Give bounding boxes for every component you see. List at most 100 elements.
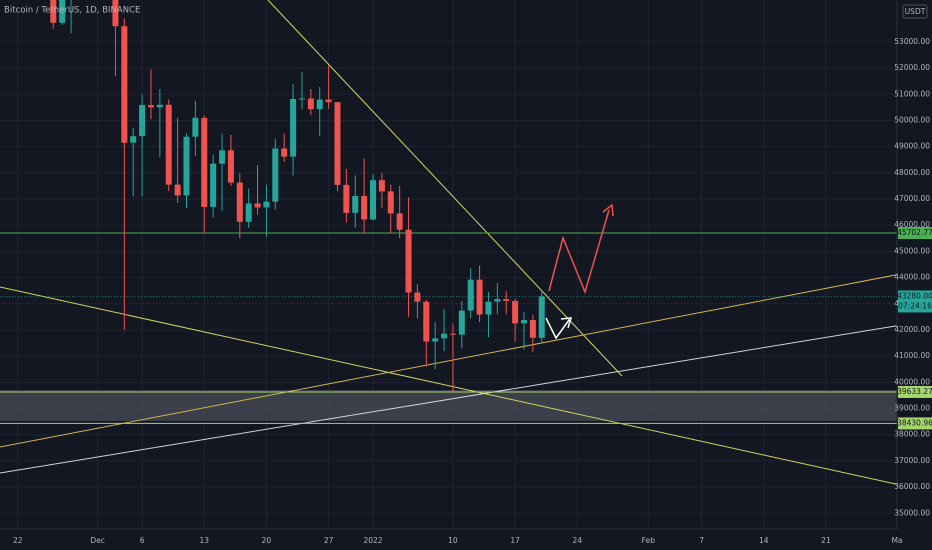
candle-body xyxy=(290,98,297,157)
x-tick-label: 17 xyxy=(510,536,520,545)
candle-body xyxy=(298,98,305,100)
y-tick-label: 49000.00 xyxy=(894,142,930,151)
candle-body xyxy=(423,301,430,342)
y-tick-label: 42000.00 xyxy=(894,325,930,334)
candle-body xyxy=(130,136,137,143)
candle-body xyxy=(325,99,332,103)
projection-arrow xyxy=(545,317,570,340)
candle-body xyxy=(165,104,172,185)
candle-body xyxy=(396,213,403,230)
candle-body xyxy=(529,320,536,338)
candle-body xyxy=(387,191,394,214)
y-tick-label: 50000.00 xyxy=(894,115,930,124)
candle-body xyxy=(405,229,412,293)
candle-body xyxy=(441,333,448,339)
candle-body xyxy=(210,163,217,207)
candle-body xyxy=(254,203,261,208)
y-tick-label: 44000.00 xyxy=(894,273,930,282)
candle-body xyxy=(458,310,465,335)
candle-body xyxy=(432,338,439,342)
candle-body xyxy=(263,201,270,208)
candle-body xyxy=(352,195,359,213)
levels xyxy=(0,232,897,424)
x-tick-label: 14 xyxy=(759,536,769,545)
drawings xyxy=(0,0,897,485)
x-tick-label: 10 xyxy=(448,536,458,545)
x-tick-label: 13 xyxy=(199,536,209,545)
candle-body xyxy=(59,0,66,23)
candle-body xyxy=(112,0,119,27)
candle-body xyxy=(219,150,226,164)
axes: 35000.00 36000.00 37000.00 38000.00 39000.00… xyxy=(13,37,932,545)
candle-body xyxy=(50,0,57,23)
projection-arrow xyxy=(548,209,610,295)
x-tick-label: 27 xyxy=(324,536,334,545)
y-tick-label: 40000.00 xyxy=(894,377,930,386)
candle-body xyxy=(378,180,385,192)
y-tick-label: 41000.00 xyxy=(894,351,930,360)
x-tick-label: 24 xyxy=(573,536,583,545)
countdown: 07:24:16 xyxy=(898,301,932,310)
candle-body xyxy=(476,279,483,315)
arrow-head xyxy=(602,203,614,217)
y-tick-label: 47000.00 xyxy=(894,194,930,203)
candle-body xyxy=(192,117,199,137)
candle-body xyxy=(316,99,323,110)
candle-body xyxy=(414,292,421,302)
price-axis xyxy=(897,0,932,550)
y-tick-label: 48000.00 xyxy=(894,168,930,177)
currency: USDT xyxy=(905,7,926,16)
candle-body xyxy=(485,301,492,315)
candle-body xyxy=(183,136,190,196)
price-label-box xyxy=(898,227,932,240)
x-tick-label: 6 xyxy=(140,536,145,545)
x-tick-label: 21 xyxy=(821,536,831,545)
y-tick-label: 51000.00 xyxy=(894,89,930,98)
candle-body xyxy=(361,195,368,220)
candle-body xyxy=(449,333,456,335)
candle-body xyxy=(503,299,510,301)
candle-body xyxy=(174,184,181,196)
candle-body xyxy=(334,102,341,185)
candle-body xyxy=(520,320,527,324)
y-tick-label: 39000.00 xyxy=(894,404,930,413)
candle-body xyxy=(245,203,252,222)
trend-line xyxy=(267,0,623,377)
candle-body xyxy=(147,105,154,108)
candle-body xyxy=(370,180,377,220)
candle-body xyxy=(121,26,128,143)
price-label-box xyxy=(898,417,932,430)
trend-line xyxy=(0,325,897,474)
candle-body xyxy=(139,105,146,137)
x-tick-label: 2022 xyxy=(363,536,382,545)
candle-body xyxy=(538,296,545,338)
x-tick-label: Ma xyxy=(891,536,902,545)
y-tick-label: 52000.00 xyxy=(894,63,930,72)
price-label: 38430.96 xyxy=(897,418,932,427)
candle-body xyxy=(494,299,501,302)
arrow-head xyxy=(560,317,573,329)
x-tick-label: 7 xyxy=(699,536,704,545)
candles xyxy=(50,0,545,392)
y-tick-label: 53000.00 xyxy=(894,37,930,46)
price-label-box xyxy=(898,290,932,313)
x-tick-label: 20 xyxy=(262,536,272,545)
price-label: 43280.00 xyxy=(897,291,932,300)
candle-body xyxy=(281,148,288,157)
trend-line xyxy=(0,286,897,485)
candle-body xyxy=(512,300,519,324)
time-axis xyxy=(0,529,932,550)
price-label: 39633.27 xyxy=(897,387,932,396)
y-tick-label: 37000.00 xyxy=(894,456,930,465)
candle-body xyxy=(467,279,474,311)
candle-body xyxy=(307,98,314,110)
x-tick-label: 22 xyxy=(13,536,23,545)
trend-line xyxy=(0,274,897,448)
x-tick-label: Feb xyxy=(642,536,656,545)
y-tick-label: 45000.00 xyxy=(894,246,930,255)
price-label: 45702.77 xyxy=(897,228,932,237)
candle-body xyxy=(201,117,208,207)
candle-body xyxy=(343,184,350,213)
range-zone xyxy=(0,390,897,421)
